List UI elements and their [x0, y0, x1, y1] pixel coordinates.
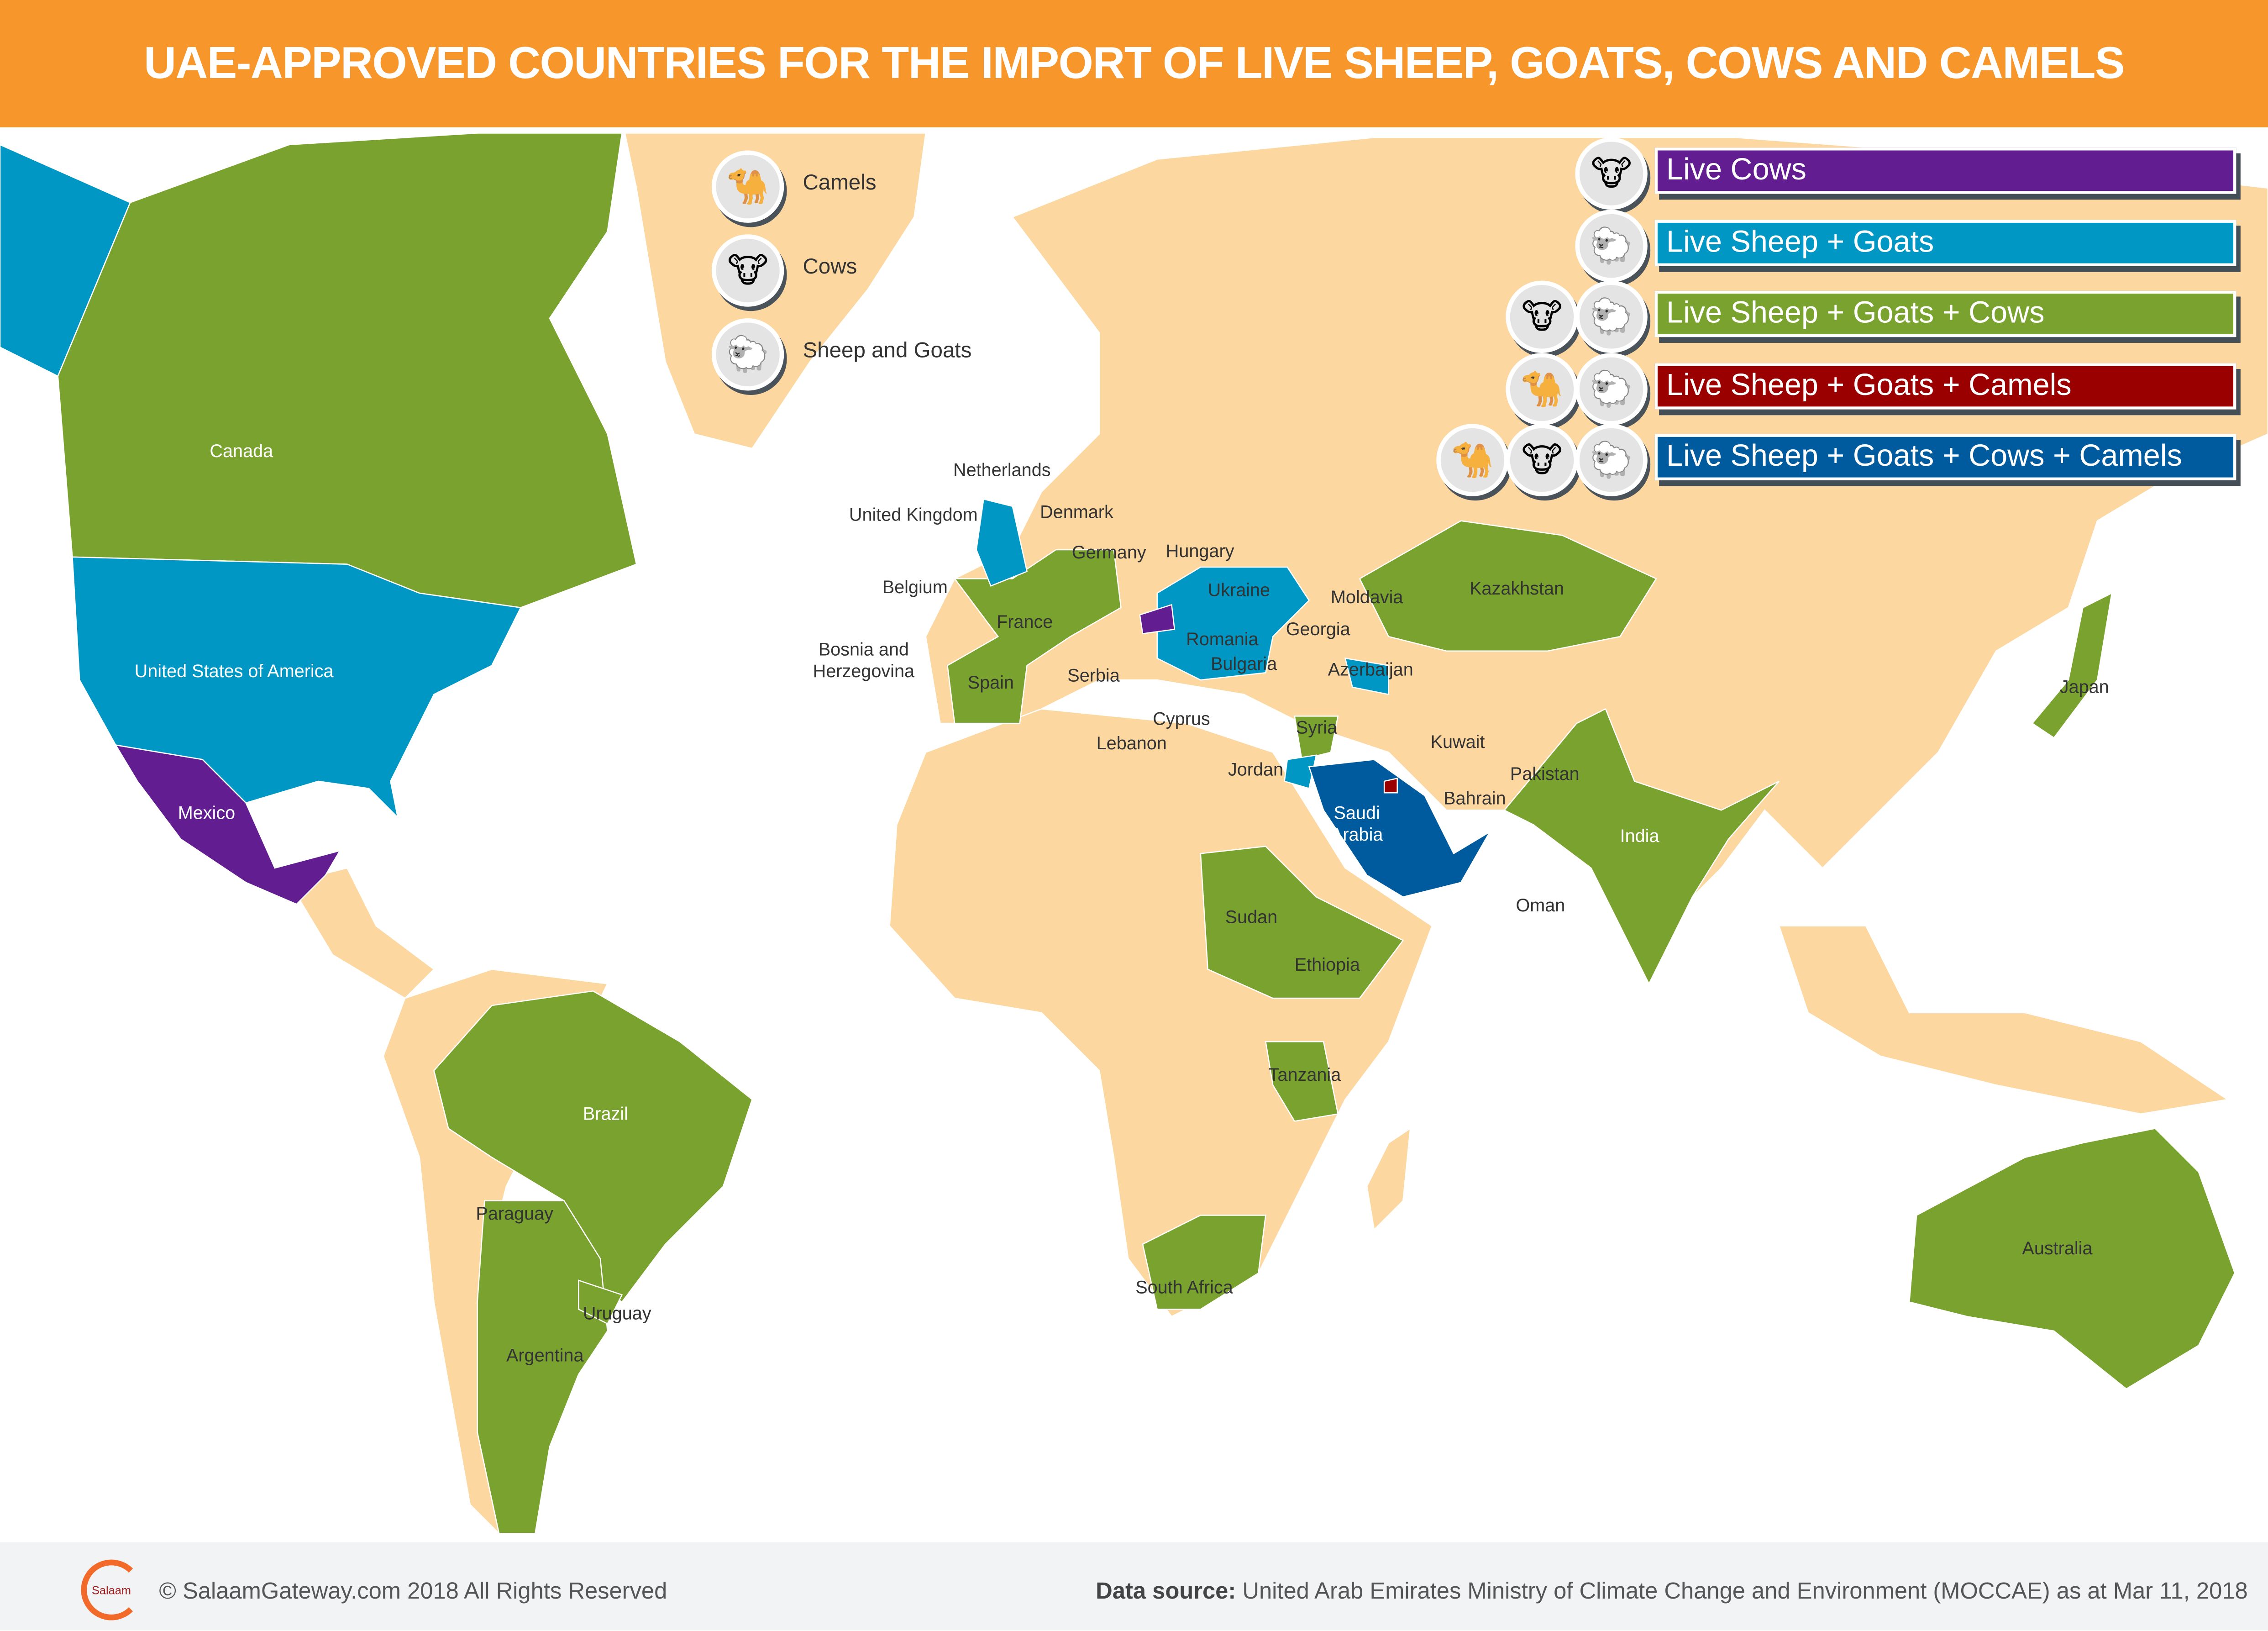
country-label: Sudan — [1225, 907, 1278, 927]
cow-icon: 🐮 — [711, 234, 784, 307]
country-label: Azerbaijan — [1328, 659, 1413, 680]
country-label: South Africa — [1135, 1277, 1233, 1298]
caucasus — [1344, 658, 1389, 695]
country-label: Pakistan — [1510, 763, 1580, 784]
country-label: Paraguay — [476, 1204, 553, 1224]
central-america — [288, 867, 435, 999]
eastern-europe — [1156, 566, 1310, 681]
sheep-icon: 🐑 — [711, 318, 784, 391]
legend-item: Live Sheep + Goats + Cows — [1654, 290, 2236, 337]
cow-icon: 🐮 — [1506, 280, 1578, 353]
data-source-text: United Arab Emirates Ministry of Climate… — [1236, 1579, 2248, 1605]
australia — [1908, 1127, 2236, 1390]
country-label: Mexico — [178, 803, 236, 823]
country-label: Japan — [2059, 677, 2109, 698]
kazakhstan — [1359, 520, 1657, 652]
sudan-ethiopia — [1200, 846, 1404, 999]
country-label: Belgium — [882, 577, 948, 598]
country-label: Moldavia — [1330, 587, 1403, 608]
legend-item: Live Sheep + Goats — [1654, 219, 2236, 266]
legend-label: Live Cows — [1666, 153, 1806, 187]
tanzania — [1265, 1041, 1339, 1122]
canada — [57, 132, 637, 609]
sheep-icon: 🐑 — [1575, 424, 1648, 496]
legend-label: Live Sheep + Goats + Cows + Camels — [1666, 440, 2182, 474]
footer: Salaam © SalaamGateway.com 2018 All Righ… — [0, 1542, 2268, 1631]
legend-item: Live Sheep + Goats + Cows + Camels — [1654, 434, 2236, 480]
legend-label: Live Sheep + Goats — [1666, 225, 1934, 258]
country-label: Serbia — [1067, 665, 1120, 686]
madagascar — [1366, 1127, 1411, 1231]
world-map — [0, 132, 2268, 1536]
icon-key-label: Sheep and Goats — [803, 338, 972, 363]
levant — [1294, 716, 1339, 760]
country-label: United States of America — [134, 661, 334, 682]
sheep-icon: 🐑 — [1575, 209, 1648, 282]
country-label: Hungary — [1166, 541, 1234, 562]
country-label: Spain — [967, 673, 1014, 693]
data-source: Data source: United Arab Emirates Minist… — [1096, 1580, 2248, 1606]
sheep-icon: 🐑 — [1575, 280, 1648, 353]
country-label: Denmark — [1040, 502, 1113, 522]
page-title: UAE-APPROVED COUNTRIES FOR THE IMPORT OF… — [144, 37, 2125, 89]
saudi-arabia — [1308, 759, 1491, 898]
western-europe — [946, 549, 1122, 724]
country-label: France — [997, 612, 1053, 632]
country-label: Bahrain — [1444, 788, 1506, 809]
country-label: Syria — [1296, 717, 1338, 738]
country-label: Romania — [1186, 629, 1259, 650]
country-label: Germany — [1071, 542, 1146, 563]
jordan — [1284, 754, 1317, 789]
hungary — [1139, 604, 1176, 635]
country-label: Netherlands — [953, 460, 1051, 480]
country-label: India — [1620, 826, 1659, 847]
japan — [2031, 592, 2113, 739]
icon-key-label: Cows — [803, 254, 857, 279]
legend-label: Live Sheep + Goats + Camels — [1666, 368, 2072, 402]
country-label: Uruguay — [583, 1303, 651, 1324]
country-label: Argentina — [506, 1345, 584, 1366]
pakistan-india — [1503, 708, 1780, 985]
header-banner: UAE-APPROVED COUNTRIES FOR THE IMPORT OF… — [0, 0, 2268, 127]
mexico — [114, 744, 341, 905]
country-label: Brazil — [583, 1104, 628, 1124]
cow-icon: 🐮 — [1506, 424, 1578, 496]
country-label: Canada — [210, 441, 273, 462]
legend-item: Live Sheep + Goats + Camels — [1654, 362, 2236, 409]
southeast-asia — [1778, 925, 2229, 1115]
legend-item: Live Cows — [1654, 147, 2236, 194]
country-label: Kazakhstan — [1470, 579, 1564, 599]
country-label: Cyprus — [1153, 709, 1210, 729]
country-label: Georgia — [1286, 619, 1350, 640]
legend-label: Live Sheep + Goats + Cows — [1666, 296, 2045, 330]
cow-icon: 🐮 — [1575, 137, 1648, 210]
camel-icon: 🐪 — [1506, 352, 1578, 425]
country-label: Saudi Arabia — [1330, 803, 1383, 845]
argentina — [477, 1200, 609, 1534]
country-label: Oman — [1516, 895, 1565, 916]
uk — [976, 498, 1028, 587]
country-label: Bosnia and Herzegovina — [813, 639, 915, 682]
country-label: Australia — [2022, 1238, 2093, 1259]
brazil — [433, 990, 753, 1303]
south-africa — [1142, 1215, 1266, 1310]
uruguay — [578, 1279, 623, 1325]
country-label: Bulgaria — [1210, 654, 1277, 674]
country-label: Kuwait — [1430, 732, 1485, 752]
country-label: Ukraine — [1208, 580, 1270, 600]
icon-key-label: Camels — [803, 170, 877, 195]
sheep-icon: 🐑 — [1575, 352, 1648, 425]
country-label: Jordan — [1228, 759, 1284, 780]
country-label: Ethiopia — [1294, 955, 1360, 975]
data-source-label: Data source: — [1096, 1579, 1236, 1605]
country-label: Tanzania — [1268, 1064, 1341, 1085]
country-label: Lebanon — [1096, 733, 1167, 754]
camel-icon: 🐪 — [1436, 424, 1509, 496]
camel-icon: 🐪 — [711, 150, 784, 223]
country-label: United Kingdom — [849, 505, 978, 526]
kuwait — [1383, 778, 1398, 794]
salaam-gateway-logo: Salaam — [81, 1559, 142, 1620]
copyright-text: © SalaamGateway.com 2018 All Rights Rese… — [159, 1579, 667, 1605]
